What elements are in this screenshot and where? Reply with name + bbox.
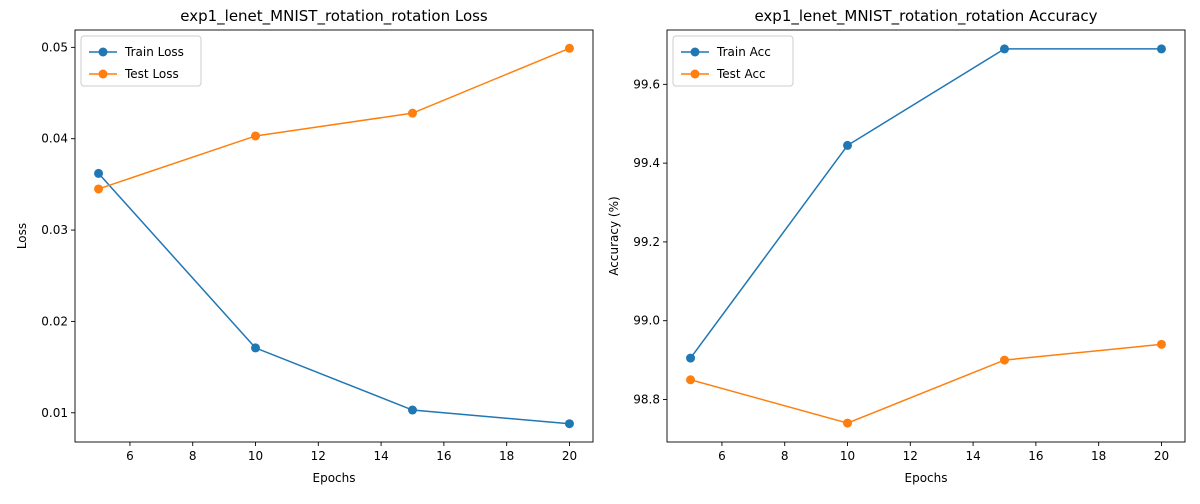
y-tick-label: 99.4 — [633, 156, 660, 170]
x-tick-label: 20 — [562, 449, 577, 463]
x-tick-label: 18 — [499, 449, 514, 463]
y-tick-label: 99.2 — [633, 235, 660, 249]
y-tick-label: 99.6 — [633, 77, 660, 91]
series-line-2 — [98, 47, 570, 190]
data-point — [686, 353, 696, 363]
x-tick-label: 10 — [248, 449, 263, 463]
legend: Train Acc Test Acc — [672, 35, 794, 87]
series-line-1 — [97, 172, 570, 425]
legend: Train Loss Test Loss — [80, 35, 202, 87]
x-tick-label: 16 — [436, 449, 451, 463]
series-line-1 — [689, 48, 1162, 359]
legend-marker — [98, 69, 108, 79]
data-point — [94, 168, 104, 178]
chart-title: exp1_lenet_MNIST_rotation_rotation Accur… — [754, 7, 1097, 26]
axes-frame — [74, 29, 594, 443]
data-point — [94, 184, 104, 194]
x-tick-label: 8 — [189, 449, 197, 463]
data-point — [564, 419, 574, 429]
data-point — [251, 343, 261, 353]
legend-label: Test Loss — [124, 67, 179, 81]
legend-label: Train Acc — [716, 45, 771, 59]
y-axis-label: Accuracy (%) — [607, 196, 621, 275]
legend-marker — [690, 69, 700, 79]
data-point — [1156, 44, 1166, 54]
y-tick-label: 0.03 — [41, 223, 68, 237]
data-point — [407, 108, 417, 118]
data-point — [999, 355, 1009, 365]
y-tick-label: 99.0 — [633, 314, 660, 328]
data-point — [999, 44, 1009, 54]
y-tick-label: 98.8 — [633, 392, 660, 406]
x-tick-label: 10 — [840, 449, 855, 463]
y-tick-label: 0.01 — [41, 406, 68, 420]
x-tick-label: 18 — [1091, 449, 1106, 463]
chart-panel-1: exp1_lenet_MNIST_rotation_rotation Loss 6… — [15, 7, 594, 485]
x-tick-label: 20 — [1154, 449, 1169, 463]
x-tick-label: 8 — [781, 449, 789, 463]
x-tick-label: 14 — [965, 449, 980, 463]
data-point — [1156, 339, 1166, 349]
data-point — [843, 140, 853, 150]
series-line-2 — [690, 343, 1162, 424]
legend-label: Test Acc — [716, 67, 766, 81]
data-point — [686, 375, 696, 385]
chart-panel-2: exp1_lenet_MNIST_rotation_rotation Accur… — [607, 7, 1186, 485]
legend-label: Train Loss — [124, 45, 184, 59]
x-tick-label: 6 — [718, 449, 726, 463]
y-tick-label: 0.04 — [41, 132, 68, 146]
axes-frame — [666, 29, 1186, 443]
x-axis-label: Epochs — [905, 471, 948, 485]
y-axis-label: Loss — [15, 223, 29, 249]
data-point — [564, 43, 574, 53]
x-tick-label: 12 — [311, 449, 326, 463]
data-point — [407, 405, 417, 415]
x-tick-label: 12 — [903, 449, 918, 463]
chart-title: exp1_lenet_MNIST_rotation_rotation Loss — [180, 7, 488, 26]
x-axis-label: Epochs — [313, 471, 356, 485]
data-point — [251, 131, 261, 141]
legend-marker — [98, 47, 108, 57]
x-tick-label: 6 — [126, 449, 134, 463]
y-tick-label: 0.05 — [41, 40, 68, 54]
x-tick-label: 14 — [373, 449, 388, 463]
legend-marker — [690, 47, 700, 57]
y-tick-label: 0.02 — [41, 314, 68, 328]
x-tick-label: 16 — [1028, 449, 1043, 463]
data-point — [843, 418, 853, 428]
